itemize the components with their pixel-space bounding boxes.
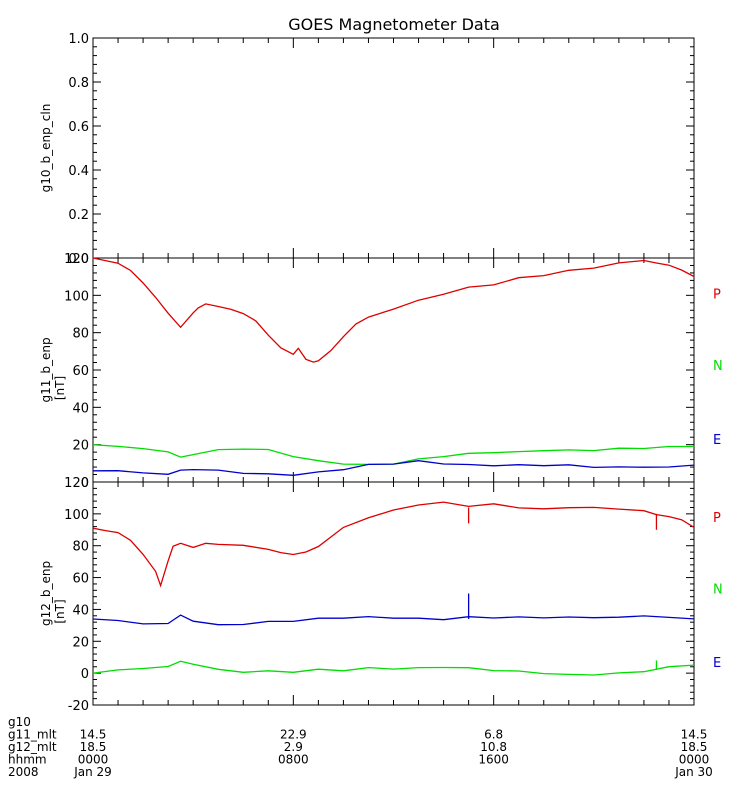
y-tick-label: 0.6 — [68, 120, 89, 135]
y-tick-label: 0.0 — [68, 252, 89, 267]
y-tick-label: 100 — [64, 289, 89, 304]
axis-row-label: g10 — [8, 715, 31, 729]
y-tick-label: 40 — [72, 603, 89, 618]
y-tick-label: 1.0 — [68, 32, 89, 47]
y-axis-unit: [nT] — [53, 376, 67, 400]
axis-row-value: Jan 30 — [674, 765, 713, 779]
y-tick-label: 80 — [72, 540, 89, 555]
y-tick-label: 120 — [64, 252, 89, 267]
legend-P: P — [713, 287, 721, 302]
y-axis-unit: [nT] — [53, 599, 67, 623]
legend-E: E — [713, 656, 721, 671]
axis-row-label: hhmm — [8, 753, 47, 767]
y-tick-label: 0.8 — [68, 76, 89, 91]
y-tick-label: 0 — [81, 667, 89, 682]
axis-row-label: g11_mlt — [8, 728, 57, 742]
y-tick-label: 120 — [64, 476, 89, 491]
y-axis-label: g12_b_enp — [39, 561, 53, 626]
y-tick-label: 0.4 — [68, 164, 89, 179]
y-tick-label: 80 — [72, 327, 89, 342]
y-tick-label: -20 — [68, 699, 89, 714]
axis-row-value: 22.9 — [280, 728, 307, 742]
axis-row-value: Jan 29 — [73, 765, 112, 779]
axis-row-value: 0000 — [679, 753, 710, 767]
legend-P: P — [713, 511, 721, 526]
y-tick-label: 0 — [81, 476, 89, 491]
y-tick-label: 20 — [72, 635, 89, 650]
panel-frame — [92, 37, 695, 259]
legend-E: E — [713, 433, 721, 448]
series-line-P — [92, 501, 695, 588]
axis-row-value: 1600 — [478, 753, 509, 767]
panel-frame — [92, 257, 695, 483]
axis-row-value: 10.8 — [480, 740, 507, 754]
y-tick-label: 60 — [72, 364, 89, 379]
series-line-E — [92, 460, 695, 476]
y-tick-label: 60 — [72, 572, 89, 587]
legend-N: N — [713, 359, 723, 374]
series-line-N — [92, 660, 695, 676]
y-tick-label: 0.2 — [68, 208, 89, 223]
axis-row-value: 18.5 — [681, 740, 708, 754]
y-tick-label: 20 — [72, 439, 89, 454]
legend-N: N — [713, 583, 723, 598]
axis-row-value: 0000 — [78, 753, 109, 767]
panel-0: 0.0 0.2 0.4 0.6 0.8 1.0 g10_b_enp_cln — [39, 32, 695, 267]
chart-title: GOES Magnetometer Data — [288, 15, 500, 34]
axis-row-value: 14.5 — [80, 728, 107, 742]
panel-1: 0 20 40 60 80 100 120 g11_b_enp [nT] P N E — [39, 252, 723, 491]
y-tick-label: 100 — [64, 508, 89, 523]
y-axis-label: g11_b_enp — [39, 337, 53, 402]
axis-row-value: 0800 — [278, 753, 309, 767]
series-line-E — [92, 614, 695, 626]
series-line-P — [92, 257, 695, 363]
y-tick-label: 40 — [72, 401, 89, 416]
axis-row-label: 2008 — [8, 765, 39, 779]
axis-row-label: g12_mlt — [8, 740, 57, 754]
axis-row-value: 2.9 — [284, 740, 303, 754]
panels: 0.0 0.2 0.4 0.6 0.8 1.0 g10_b_enp_cln 0 20 40 60 80… — [39, 32, 723, 714]
y-axis-label: g10_b_enp_cln — [39, 104, 53, 193]
axis-row-value: 14.5 — [681, 728, 708, 742]
axis-row-value: 6.8 — [484, 728, 503, 742]
series-line-N — [92, 444, 694, 466]
panel-frame — [92, 481, 695, 706]
panel-2: -20 0 20 40 60 80 100 120 g12_b_enp [nT] P N E — [39, 476, 723, 714]
axis-row-value: 18.5 — [80, 740, 107, 754]
